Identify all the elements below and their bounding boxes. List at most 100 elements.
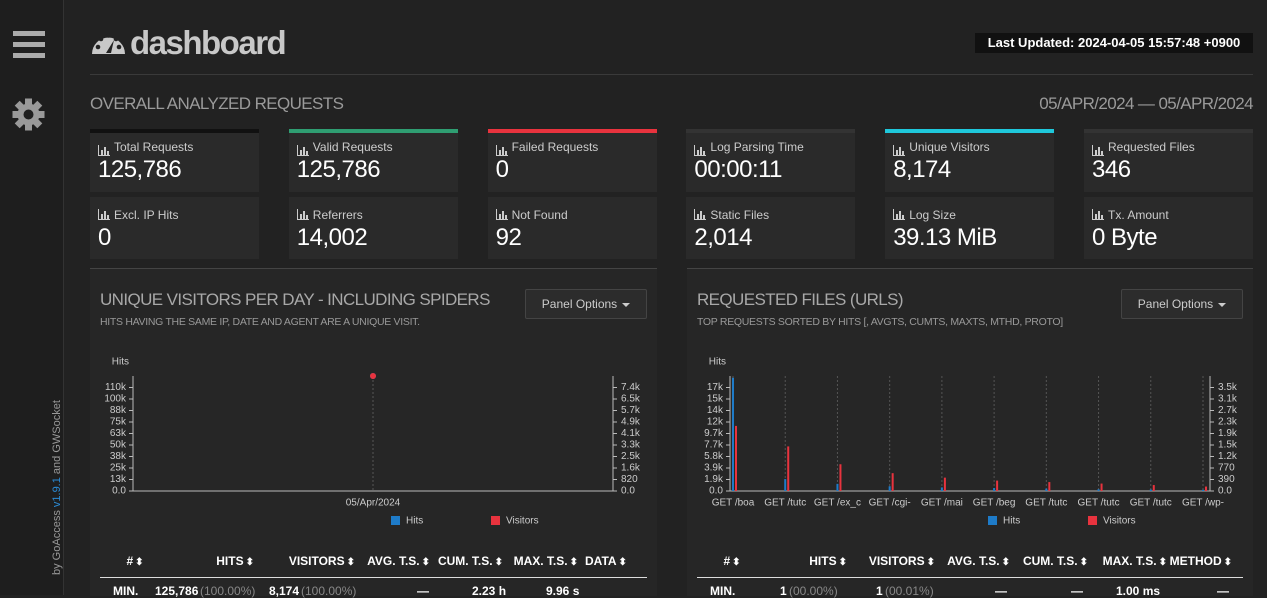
panel-options[interactable]: Panel Options (1121, 289, 1243, 319)
icon-part (98, 209, 99, 220)
icon-part (107, 215, 109, 219)
icon-part (1095, 214, 1097, 219)
y-tick-label: 75k (110, 417, 127, 428)
table-header: CUM. T.S. (431, 554, 503, 568)
credit-link[interactable]: GWSocket (51, 400, 63, 453)
legend-label: Hits (406, 516, 423, 527)
table-cell: (00.00%) (789, 584, 838, 598)
y2-tick-label: 2.5k (621, 451, 641, 462)
icon-part (1092, 145, 1093, 156)
stat-icon (694, 145, 707, 156)
settings-icon[interactable] (12, 98, 45, 131)
table-cell: (100.00%) (301, 584, 357, 598)
panel-subtitle: HITS HAVING THE SAME IP, DATE AND AGENT … (100, 316, 420, 328)
stat-icon (296, 209, 309, 220)
stat-card: Failed Requests 0 (487, 129, 657, 192)
icon-part (1092, 219, 1104, 220)
table-header: # (697, 554, 767, 568)
stat-icon (893, 209, 906, 220)
y-tick-label: 38k (110, 451, 127, 462)
table-header: VISITORS (260, 554, 355, 568)
table-cell: MIN. (710, 584, 736, 598)
bar (735, 425, 737, 491)
table-cell: 8,174 (269, 584, 300, 598)
y-tick-label: 1.9k (704, 474, 724, 485)
y-tick-label: 63k (110, 428, 127, 439)
y-tick-label: 110k (105, 382, 127, 393)
menu-icon[interactable] (13, 31, 45, 58)
stat-icon (296, 145, 309, 156)
stat-card: Log Size 39.13 MiB (885, 197, 1055, 259)
table-header: DATA (585, 554, 645, 568)
stat-card: Log Parsing Time 00:00:11 (686, 129, 856, 192)
legend-swatch (1088, 516, 1097, 525)
icon-part (495, 219, 508, 220)
icon-part (899, 211, 902, 219)
icon-part (296, 155, 309, 156)
table-header: MAX. T.S. (505, 554, 578, 568)
table-cell: 125,786 (155, 584, 199, 598)
bar (888, 486, 891, 491)
y-tick-label: 17k (707, 382, 724, 393)
y-tick-label: 14k (707, 405, 724, 416)
icon-part (703, 215, 706, 219)
card-label: Excl. IP Hits (114, 208, 179, 222)
icon-part (1101, 215, 1103, 219)
credit-text: and (51, 455, 63, 475)
stat-card: Total Requests 125,786 (90, 129, 259, 192)
stat-card: Tx. Amount 0 Byte (1084, 197, 1253, 259)
icon-part (104, 147, 106, 155)
icon-part (296, 219, 309, 220)
credit-text: by (51, 563, 63, 575)
stat-icon (495, 209, 508, 220)
table-header: AVG. T.S. (358, 554, 430, 568)
table-cell: 1 (876, 584, 883, 598)
bar (836, 483, 839, 491)
panel-title: REQUESTED FILES (URLS) (697, 290, 904, 309)
icon-part (1098, 147, 1100, 155)
card-value: 8,174 (893, 156, 951, 183)
x-tick-label: GET /tutc (1130, 498, 1172, 509)
y2-tick-label: 3.5k (1218, 382, 1238, 393)
credit-link[interactable]: GoAccess (51, 510, 63, 561)
y-tick-label: 13k (110, 474, 127, 485)
x-tick-label: GET /ex_c (814, 498, 861, 509)
point (370, 373, 376, 379)
bar (993, 488, 996, 491)
card-label: Valid Requests (312, 140, 393, 154)
chart: Hits0.013k25k38k50k63k75k88k100k110k0.08… (104, 357, 641, 527)
x-tick-label: GET /boa (712, 498, 755, 509)
stat-icon (98, 145, 110, 156)
icon-part (1092, 155, 1104, 156)
panel-options[interactable]: Panel Options (525, 289, 647, 319)
dashboard-title: dashboard (130, 24, 287, 61)
x-tick-label: GET /tutc (764, 498, 806, 509)
x-tick-label: GET /mai (921, 498, 963, 509)
card-value: 0 (98, 224, 111, 251)
bar (943, 477, 946, 491)
x-tick-label: GET /tutc (1078, 498, 1120, 509)
table-header: CUM. T.S. (1008, 554, 1088, 568)
y2-tick-label: 1.6k (621, 463, 641, 474)
icon-part (703, 151, 706, 155)
icon-part (299, 214, 302, 219)
table-header: HITS (767, 554, 847, 568)
axis-title: Hits (709, 357, 726, 368)
card-label: Log Parsing Time (710, 140, 804, 154)
y-tick-label: 0.0 (709, 486, 723, 497)
card-label: Failed Requests (511, 140, 599, 154)
y2-tick-label: 3.3k (621, 440, 641, 451)
y-tick-label: 12k (707, 417, 724, 428)
stat-card: Not Found 92 (487, 197, 657, 259)
y-tick-label: 0.0 (112, 486, 126, 497)
legend-swatch (491, 516, 500, 525)
x-tick-label: GET /tutc (1025, 498, 1067, 509)
bar (940, 487, 943, 491)
icon-part (101, 150, 103, 155)
icon-part (1092, 209, 1093, 220)
icon-part (302, 147, 305, 155)
icon-part (899, 147, 902, 155)
y-tick-label: 9.7k (704, 428, 724, 439)
card-value: 92 (495, 224, 522, 251)
icon-part (495, 145, 497, 156)
